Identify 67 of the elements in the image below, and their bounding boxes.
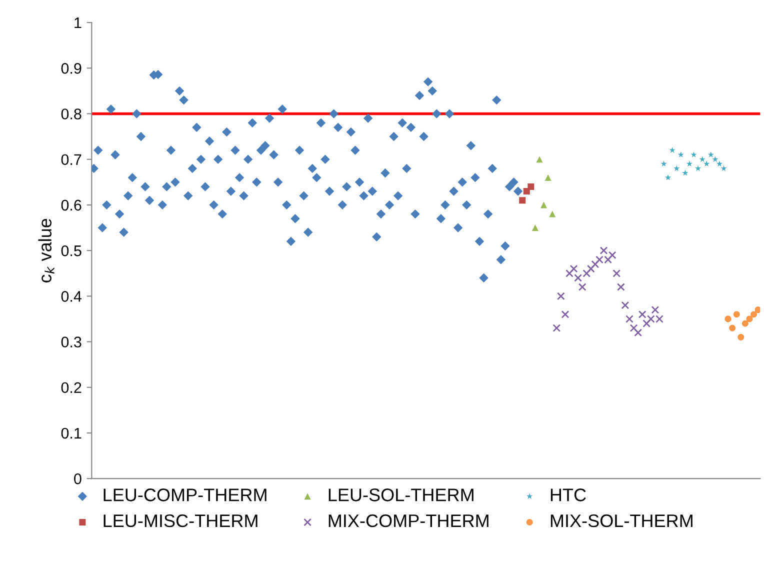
y-tick-label: 0.7 — [61, 154, 82, 166]
point — [716, 160, 723, 167]
legend-label: LEU-COMP-THERM — [104, 488, 266, 502]
point — [582, 269, 591, 278]
y-tick-label: 0 — [74, 473, 82, 484]
point — [729, 324, 736, 332]
point — [746, 316, 753, 322]
point — [612, 269, 621, 278]
y-tick-label: 0.6 — [61, 200, 82, 211]
point — [664, 174, 672, 180]
legend-label: MIX-COMP-THERM — [328, 514, 488, 528]
point — [519, 197, 526, 204]
point — [634, 328, 642, 337]
point — [642, 320, 651, 328]
point — [724, 316, 732, 322]
point — [669, 146, 676, 153]
point — [616, 283, 625, 291]
point — [544, 174, 552, 181]
point — [720, 165, 727, 172]
point — [630, 324, 638, 332]
point — [626, 314, 634, 323]
point — [651, 306, 660, 314]
legend-label: LEU-MISC-THERM — [104, 514, 258, 528]
y-tick-label: 0.4 — [61, 291, 82, 302]
point — [536, 156, 543, 163]
point — [754, 306, 760, 314]
legend-label: MIX-SOL-THERM — [550, 514, 692, 528]
point — [566, 269, 574, 278]
y-tick-label: 0.5 — [61, 245, 82, 256]
y-tick-label: 0.3 — [61, 336, 82, 348]
point — [674, 165, 680, 172]
point — [690, 152, 697, 158]
point — [561, 310, 570, 318]
point — [660, 160, 667, 167]
point — [570, 264, 578, 273]
point — [733, 311, 740, 318]
point — [574, 274, 582, 282]
y-tick-label: 0.2 — [61, 382, 82, 394]
y-tick-label: 0.9 — [61, 62, 82, 74]
point — [742, 320, 748, 327]
point — [738, 334, 744, 340]
point — [591, 260, 600, 268]
point — [678, 152, 684, 158]
point — [549, 210, 556, 218]
point — [638, 310, 646, 318]
point — [600, 246, 608, 254]
legend-label: LEU-SOL-THERM — [328, 488, 474, 502]
point — [528, 183, 534, 190]
y-tick-label: 0.8 — [61, 108, 82, 120]
point — [532, 224, 538, 231]
point — [540, 202, 548, 208]
point — [686, 160, 693, 167]
y-tick-label: 1 — [74, 18, 82, 28]
point — [578, 283, 586, 291]
point — [694, 165, 702, 172]
point — [621, 301, 630, 310]
point — [704, 160, 710, 167]
point — [556, 292, 565, 300]
point — [750, 311, 758, 318]
point — [682, 170, 688, 176]
point — [586, 264, 595, 273]
y-tick-label: 0.1 — [61, 428, 82, 439]
legend-label: HTC — [550, 488, 586, 502]
point — [552, 324, 561, 332]
point — [608, 251, 616, 260]
point — [708, 152, 714, 158]
y-axis-title: c$_{k}$ value — [38, 218, 54, 282]
